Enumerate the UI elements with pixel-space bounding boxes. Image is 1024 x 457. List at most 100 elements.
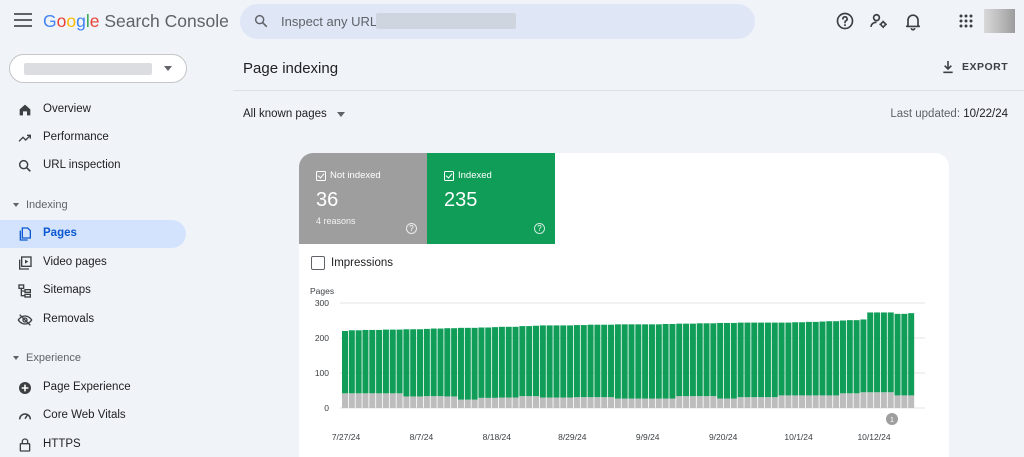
- x-tick-label: 8/18/24: [483, 432, 512, 442]
- bar-indexed: [792, 322, 799, 396]
- sidebar-item-sitemaps[interactable]: Sitemaps: [0, 277, 186, 305]
- bar-not-indexed: [348, 393, 355, 408]
- sidebar-item-overview[interactable]: Overview: [0, 96, 186, 124]
- bar-not-indexed: [894, 395, 901, 408]
- bar-not-indexed: [512, 397, 519, 408]
- export-label: EXPORT: [962, 61, 1009, 73]
- bar-indexed: [676, 323, 683, 397]
- menu-icon[interactable]: [14, 13, 32, 27]
- collapse-icon: [13, 356, 19, 360]
- bar-not-indexed: [703, 396, 710, 408]
- bar-not-indexed: [369, 393, 376, 408]
- sidebar-item-label: Performance: [43, 131, 109, 143]
- bar-not-indexed: [437, 396, 444, 408]
- pages-filter-dropdown[interactable]: All known pages: [243, 106, 353, 124]
- bar-indexed: [601, 324, 608, 398]
- bar-indexed: [512, 326, 519, 398]
- bar-indexed: [471, 327, 478, 400]
- last-updated-prefix: Last updated:: [890, 108, 964, 120]
- url-inspection-search[interactable]: Inspect any URL in: [240, 4, 755, 39]
- account-avatar[interactable]: [984, 9, 1015, 33]
- bar-not-indexed: [376, 393, 383, 408]
- bar-indexed: [423, 328, 430, 397]
- sidebar-item-video-pages[interactable]: Video pages: [0, 249, 186, 277]
- bar-not-indexed: [737, 397, 744, 408]
- bar-not-indexed: [778, 395, 785, 408]
- bar-indexed: [846, 320, 853, 394]
- bar-not-indexed: [621, 398, 628, 408]
- bar-not-indexed: [533, 396, 540, 408]
- export-button[interactable]: EXPORT: [940, 59, 1010, 77]
- bar-not-indexed: [839, 393, 846, 408]
- checkbox-checked-icon[interactable]: [316, 171, 326, 181]
- sidebar-item-https[interactable]: HTTPS: [0, 431, 186, 457]
- bar-not-indexed: [635, 398, 642, 408]
- bar-not-indexed: [867, 392, 874, 408]
- bar-indexed: [819, 321, 826, 396]
- bar-indexed: [478, 327, 485, 398]
- bar-not-indexed: [669, 398, 676, 408]
- bar-indexed: [580, 325, 587, 398]
- bar-indexed: [662, 324, 669, 399]
- checkbox-unchecked-icon[interactable]: [311, 256, 325, 270]
- indexed-tile[interactable]: Indexed 235 ?: [427, 153, 555, 244]
- checkbox-checked-icon[interactable]: [444, 171, 454, 181]
- bar-indexed: [437, 328, 444, 397]
- manage-users-icon[interactable]: [869, 11, 889, 31]
- bar-indexed: [621, 324, 628, 399]
- eye-off-icon: [17, 314, 33, 326]
- video-pages-icon: [19, 256, 32, 270]
- annotation-label: 1: [890, 415, 894, 424]
- tile-value: 36: [316, 189, 339, 211]
- bar-not-indexed: [498, 397, 505, 408]
- section-indexing[interactable]: Indexing: [0, 196, 186, 216]
- bar-not-indexed: [696, 396, 703, 408]
- sidebar-item-performance[interactable]: Performance: [0, 124, 186, 152]
- impressions-toggle[interactable]: Impressions: [311, 256, 431, 272]
- apps-grid-icon[interactable]: [956, 11, 976, 31]
- redacted-property-name: [376, 13, 516, 29]
- bar-indexed: [758, 322, 765, 398]
- bar-not-indexed: [580, 397, 587, 408]
- bar-indexed: [826, 321, 833, 396]
- sidebar-item-core-web-vitals[interactable]: Core Web Vitals: [0, 402, 186, 430]
- sidebar-item-page-experience[interactable]: Page Experience: [0, 374, 186, 402]
- sidebar-item-pages[interactable]: Pages: [0, 220, 186, 248]
- bar-indexed: [689, 323, 696, 397]
- bar-not-indexed: [758, 397, 765, 408]
- search-input[interactable]: Inspect any URL in: [281, 14, 391, 29]
- top-app-bar: Google Search Console Inspect any URL in: [0, 0, 1024, 44]
- gauge-icon: [18, 413, 32, 420]
- bar-indexed: [778, 322, 785, 396]
- collapse-icon: [13, 203, 19, 207]
- last-updated-date: 10/22/24: [963, 108, 1008, 120]
- bar-indexed: [464, 327, 471, 400]
- bar-indexed: [812, 321, 819, 396]
- logo-letter: G: [43, 11, 57, 31]
- sidebar-item-removals[interactable]: Removals: [0, 306, 186, 334]
- app-logo[interactable]: Google Search Console: [43, 11, 229, 32]
- y-tick-label: 300: [315, 298, 329, 308]
- sidebar-item-url-inspection[interactable]: URL inspection: [0, 152, 186, 180]
- not-indexed-tile[interactable]: Not indexed 36 4 reasons ?: [299, 153, 427, 244]
- bar-indexed: [342, 331, 349, 394]
- bar-not-indexed: [560, 397, 567, 408]
- bar-not-indexed: [594, 397, 601, 408]
- bar-not-indexed: [423, 396, 430, 408]
- sidebar-item-label: HTTPS: [43, 438, 81, 450]
- x-tick-label: 10/1/24: [784, 432, 813, 442]
- bar-indexed: [669, 324, 676, 399]
- bar-indexed: [457, 327, 464, 400]
- help-icon[interactable]: [835, 11, 855, 31]
- bar-not-indexed: [567, 397, 574, 408]
- help-icon[interactable]: ?: [406, 223, 417, 234]
- property-selector[interactable]: [9, 54, 187, 83]
- sidebar-item-label: URL inspection: [43, 159, 121, 171]
- notifications-icon[interactable]: [903, 11, 923, 31]
- bar-not-indexed: [655, 398, 662, 408]
- bar-indexed: [703, 323, 710, 397]
- help-icon[interactable]: ?: [534, 223, 545, 234]
- section-experience[interactable]: Experience: [0, 349, 186, 369]
- bar-not-indexed: [471, 399, 478, 408]
- bar-not-indexed: [587, 397, 594, 408]
